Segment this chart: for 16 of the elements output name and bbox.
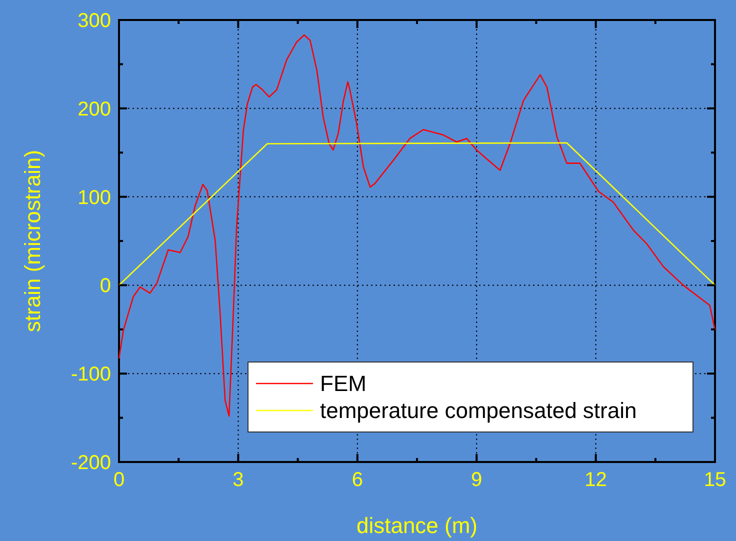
y-tick-label: 300 xyxy=(78,10,111,32)
x-axis-title: distance (m) xyxy=(356,513,478,538)
x-tick-label: 15 xyxy=(704,469,726,491)
y-tick-label: 0 xyxy=(100,275,111,298)
x-tick-label: 3 xyxy=(232,469,244,491)
y-axis-title: strain (microstrain) xyxy=(20,150,45,332)
y-tick-label: -100 xyxy=(70,364,111,386)
x-tick-label: 6 xyxy=(352,469,363,491)
x-tick-label: 12 xyxy=(584,469,607,491)
y-tick-label: 200 xyxy=(78,98,111,120)
legend-label: FEM xyxy=(320,371,366,396)
x-tick-label: 0 xyxy=(113,469,125,491)
y-tick-label: 100 xyxy=(78,186,111,209)
y-tick-label: -200 xyxy=(70,452,111,474)
x-tick-label: 9 xyxy=(471,469,482,491)
legend-label: temperature compensated strain xyxy=(320,398,637,424)
